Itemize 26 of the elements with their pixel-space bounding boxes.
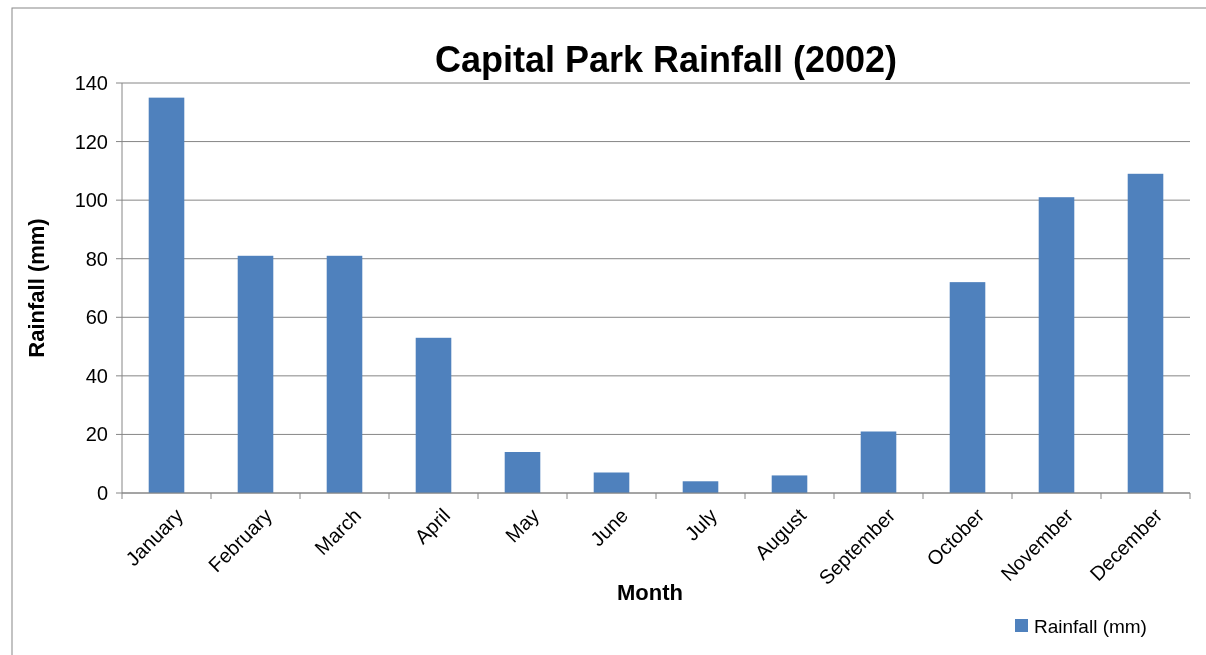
y-tick-label: 140 bbox=[74, 72, 108, 94]
bar bbox=[1038, 197, 1075, 493]
y-tick-label: 120 bbox=[74, 130, 108, 153]
x-axis-title: Month bbox=[617, 580, 683, 605]
y-axis-title: Rainfall (mm) bbox=[24, 218, 49, 358]
x-tick-label: May bbox=[500, 504, 544, 547]
bar bbox=[682, 481, 719, 493]
x-tick-label: July bbox=[680, 504, 722, 545]
y-tick-label: 40 bbox=[85, 364, 108, 387]
y-tick-label: 20 bbox=[85, 423, 108, 446]
bar bbox=[326, 255, 363, 493]
bar bbox=[593, 472, 630, 493]
chart-title: Capital Park Rainfall (2002) bbox=[434, 39, 898, 80]
bar bbox=[237, 255, 274, 493]
bar bbox=[415, 337, 452, 493]
bar bbox=[1127, 173, 1164, 493]
bar bbox=[148, 97, 185, 493]
y-tick-label: 60 bbox=[85, 306, 108, 329]
bar bbox=[949, 282, 986, 493]
legend-label: Rainfall (mm) bbox=[1034, 615, 1147, 637]
y-tick-label: 80 bbox=[85, 247, 108, 270]
bar bbox=[504, 452, 541, 493]
bar bbox=[860, 431, 897, 493]
y-tick-label: 100 bbox=[74, 189, 108, 212]
bar bbox=[771, 475, 808, 493]
y-tick-label: 0 bbox=[96, 482, 108, 504]
